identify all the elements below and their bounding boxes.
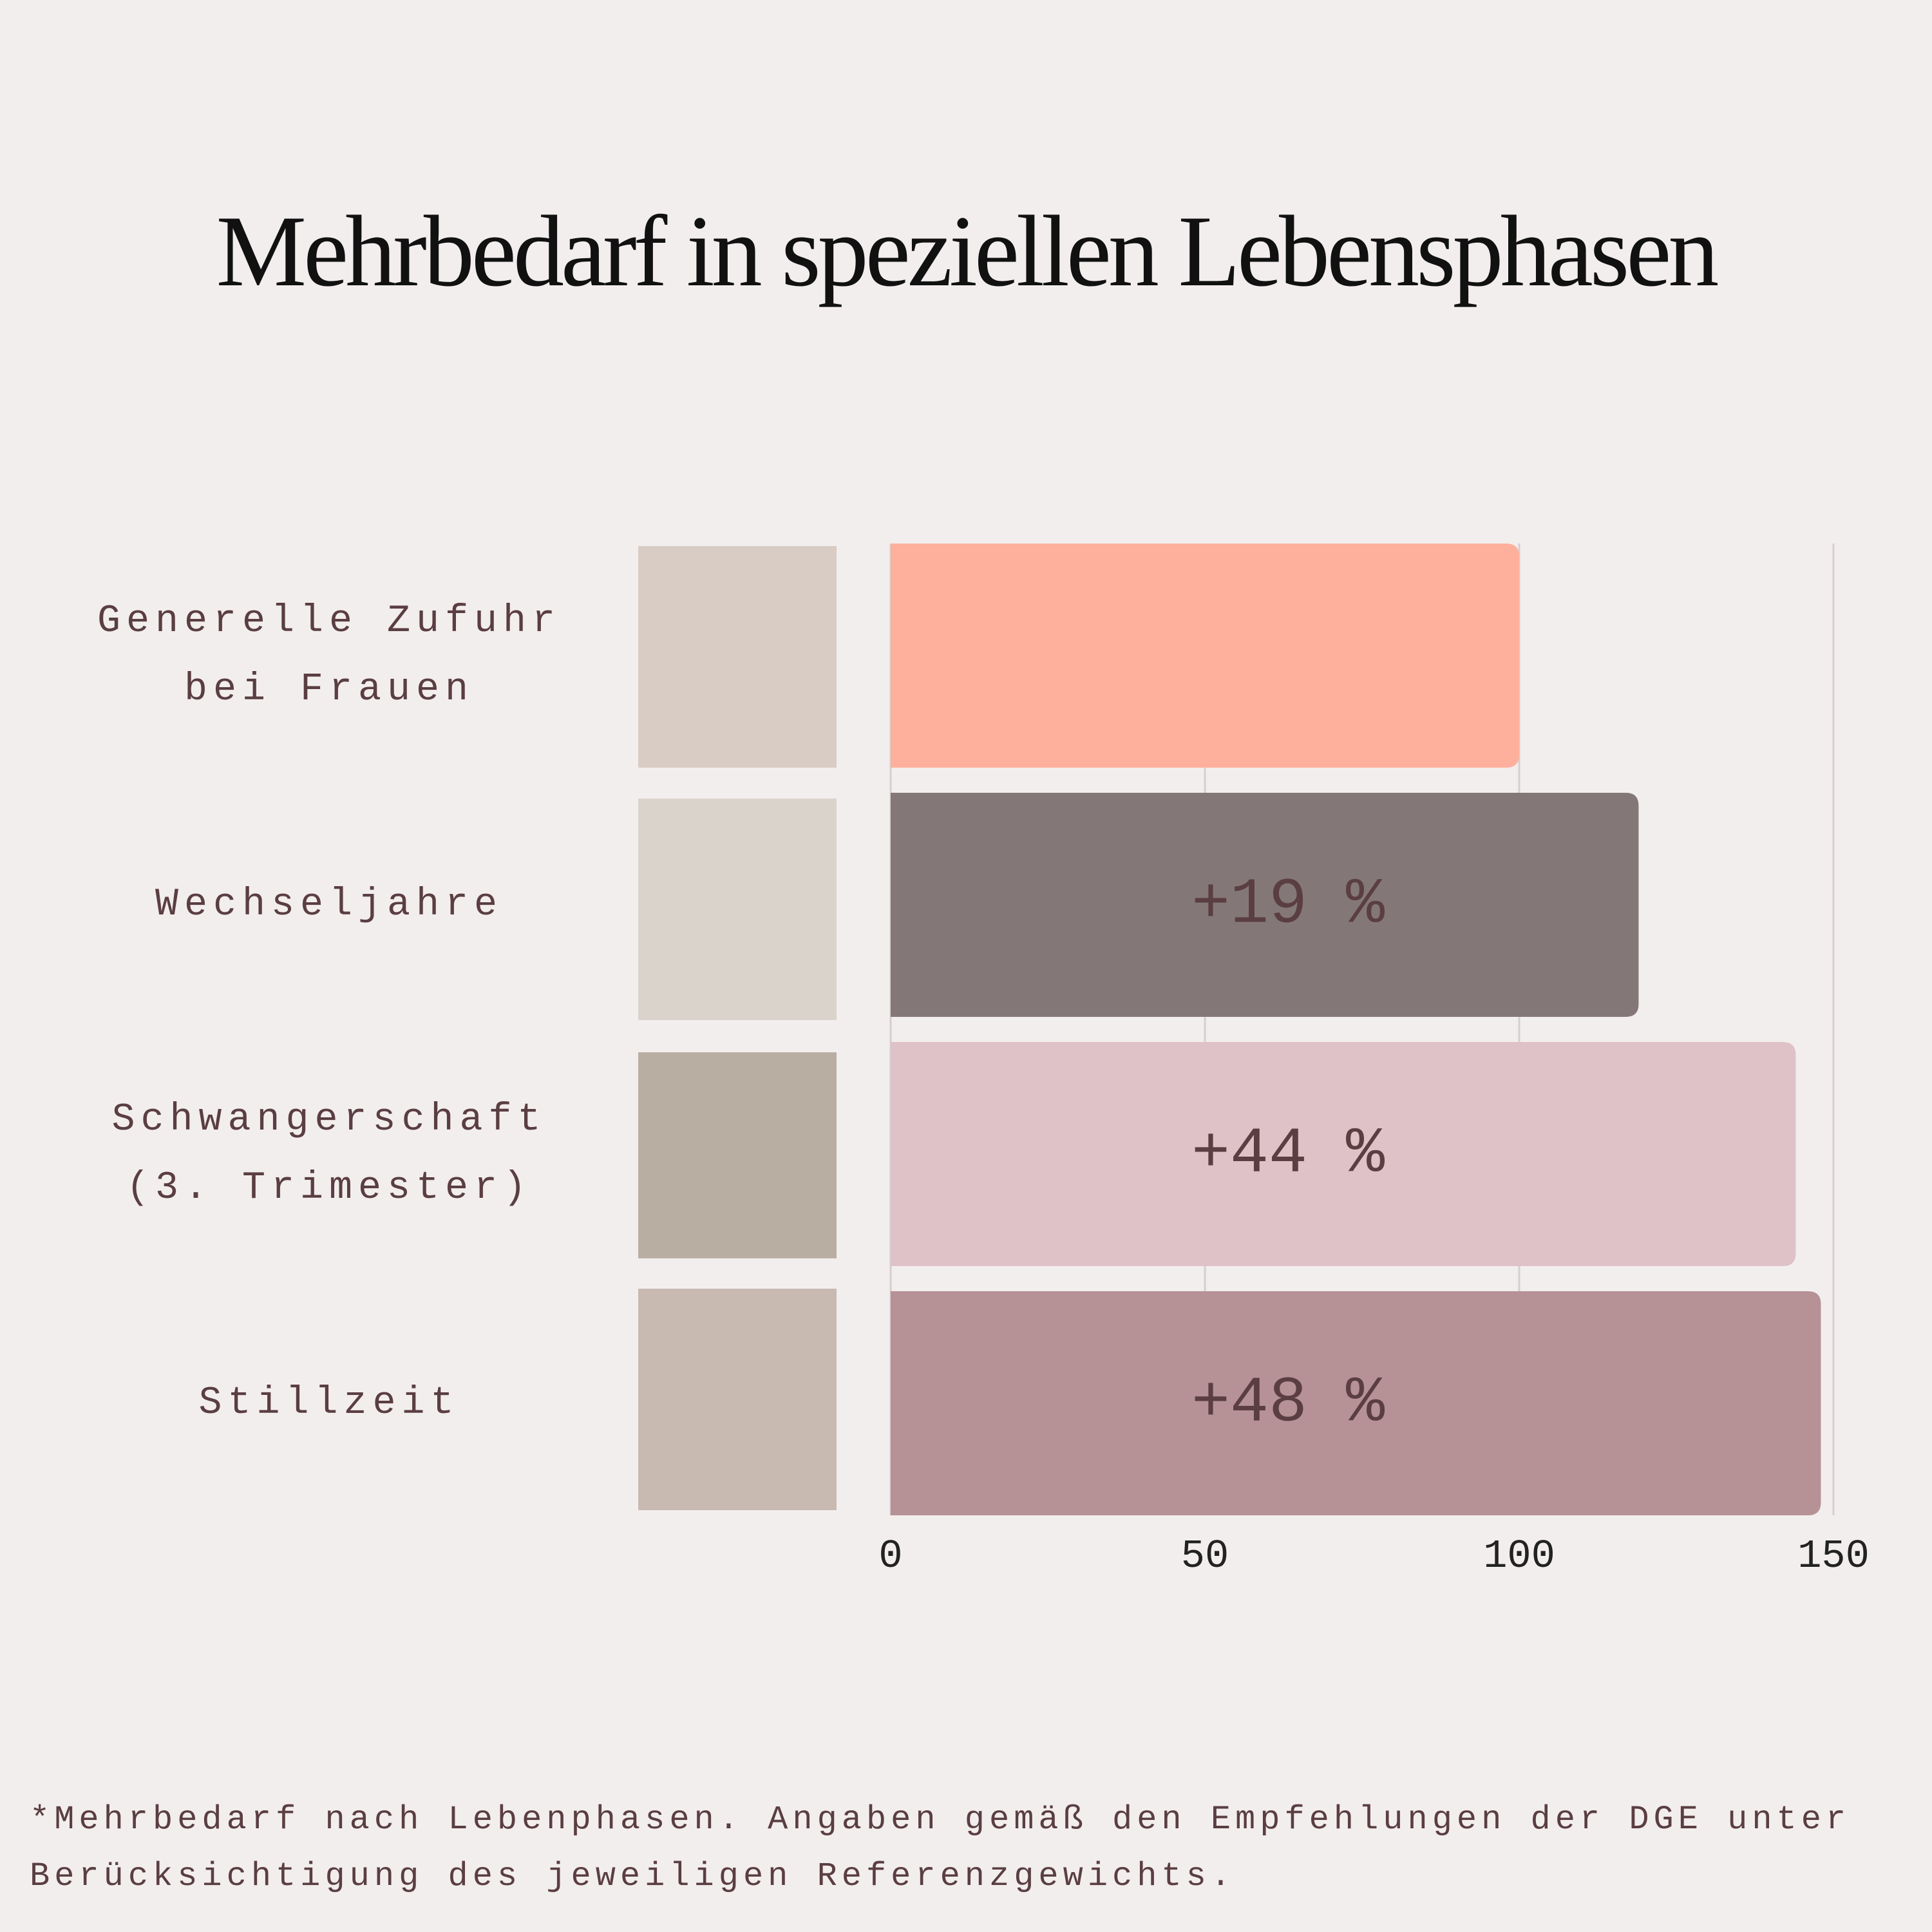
- bar: [891, 544, 1519, 768]
- bar-annotation: +44 %: [1191, 1118, 1385, 1191]
- chart-title: Mehrbedarf in speziellen Lebensphasen: [216, 195, 1719, 308]
- bar: [891, 793, 1639, 1017]
- category-label: Stillzeit: [198, 1381, 460, 1425]
- bar-annotation: +19 %: [1191, 869, 1385, 942]
- category-label: Generelle Zufuhr bei Frauen: [97, 600, 562, 712]
- photo: [638, 1052, 837, 1258]
- photo: [638, 1289, 837, 1510]
- bar: [891, 1291, 1821, 1515]
- photo: [638, 799, 837, 1020]
- x-tick-label: 100: [1483, 1533, 1555, 1579]
- x-tick-label: 150: [1797, 1533, 1870, 1579]
- bar-annotation: +48 %: [1191, 1367, 1385, 1440]
- x-tick-label: 0: [878, 1533, 902, 1579]
- x-tick-label: 50: [1181, 1533, 1229, 1579]
- photo: [638, 546, 837, 768]
- category-label: Schwangerschaft (3. Trimester): [111, 1098, 547, 1210]
- bar: [891, 1042, 1796, 1266]
- category-label: Wechseljahre: [155, 883, 504, 927]
- footnote: *Mehrbedarf nach Lebenphasen. Angaben ge…: [30, 1801, 1851, 1895]
